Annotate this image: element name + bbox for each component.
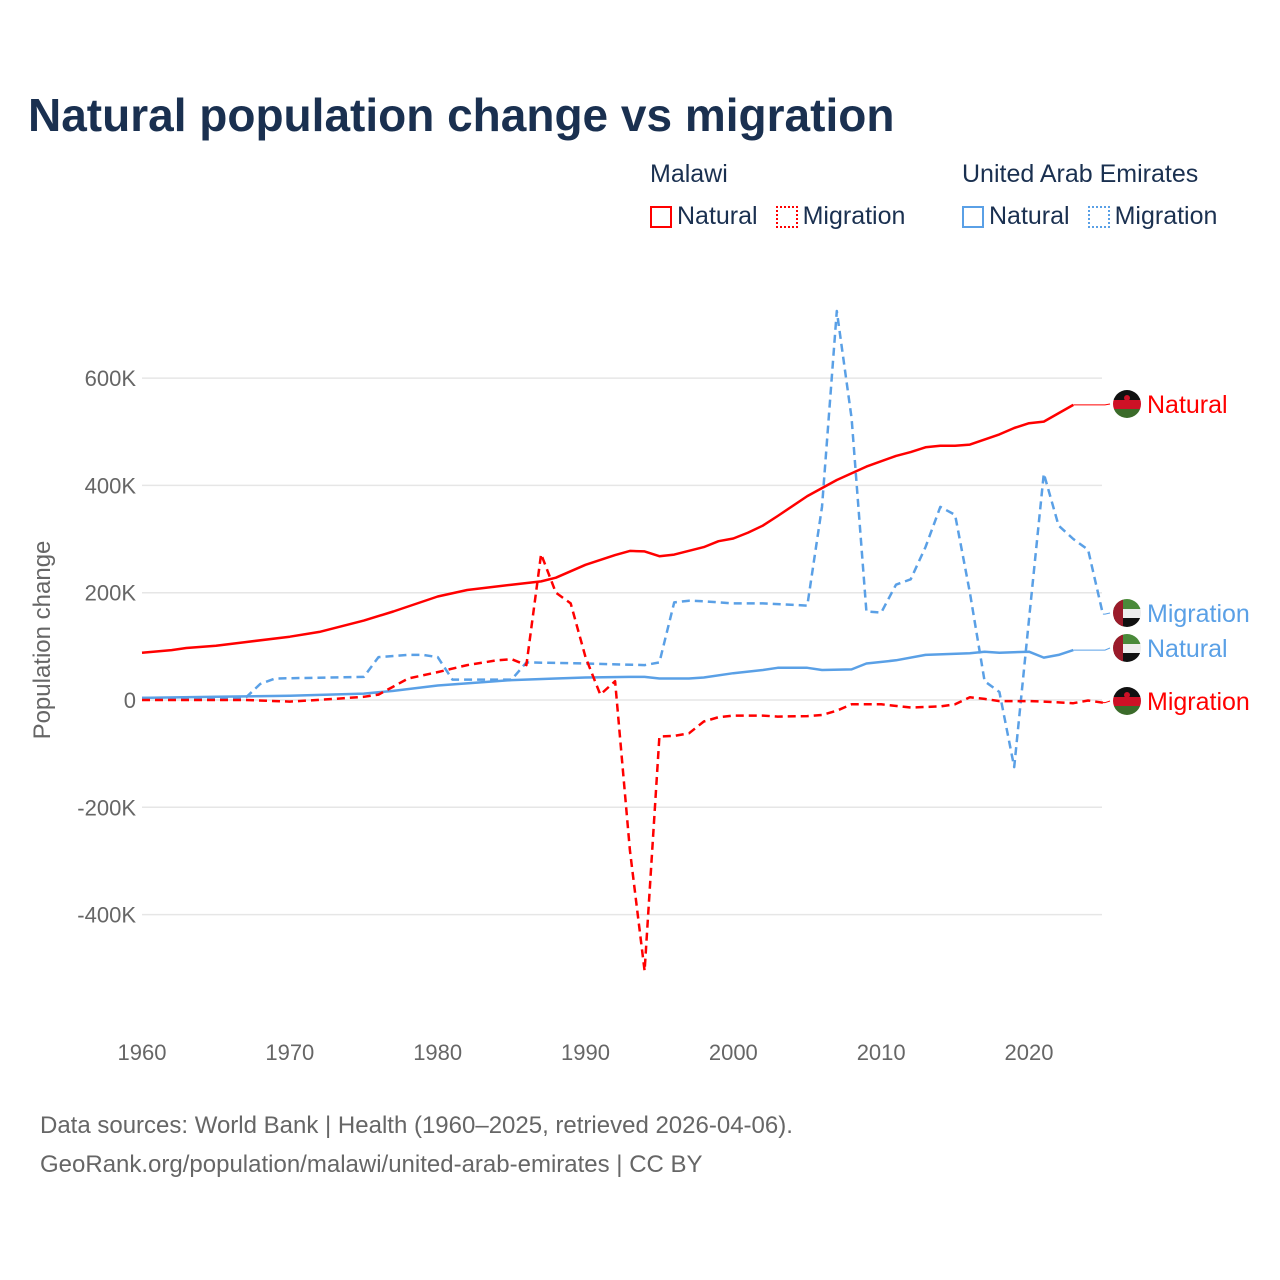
footer: Data sources: World Bank | Health (1960–… [40,1106,793,1184]
flag-stripe [1113,706,1141,715]
flag-stripe [1113,618,1141,627]
attribution-link[interactable]: GeoRank.org/population/malawi/united-ara… [40,1151,703,1178]
legend-item-malawi-migration[interactable]: Migration [775,202,906,231]
flag-clip [1113,390,1141,418]
series-end-label: Natural [1147,635,1228,663]
solid-swatch-icon [962,205,984,228]
dotted-swatch-icon [1087,205,1110,228]
x-tick-label: 1980 [413,1040,462,1065]
flag-bar [1113,599,1123,627]
y-tick-label: 600K [85,366,137,391]
flag-bar [1113,634,1123,662]
label-connector [1102,700,1111,704]
flag-clip [1113,634,1141,662]
flag-clip [1113,687,1141,715]
malawi-flag-icon [1113,390,1141,418]
y-tick-label: -400K [77,903,136,928]
flag-stripe [1113,409,1141,418]
legend-label: Migration [1114,202,1218,230]
flag-sun [1124,692,1130,698]
legend-label: Natural [677,202,758,230]
x-tick-label: 1990 [561,1040,610,1065]
uae-flag-icon [1113,634,1141,662]
flag-clip [1113,599,1141,627]
series-end-label: Migration [1147,688,1250,716]
legend-label: Migration [802,202,906,230]
y-tick-label: 200K [85,581,137,606]
series-line-united-arab-emirates-natural [141,648,1074,700]
data-source-note: Data sources: World Bank | Health (1960–… [40,1112,793,1139]
x-tick-label: 2010 [857,1040,906,1065]
dotted-swatch-icon [775,205,798,228]
legend-group-title: United Arab Emirates [962,160,1199,188]
chart-title: Natural population change vs migration [28,89,895,141]
y-tick-label: -200K [77,795,136,820]
y-tick-label: 0 [124,688,136,713]
legend-group-malawi: Malawi Natural Migration [650,160,905,231]
x-tick-label: 2020 [1005,1040,1054,1065]
series-line-malawi-migration [142,552,1104,973]
legend-group-uae: United Arab Emirates Natural Migration [962,160,1217,231]
solid-swatch-icon [650,205,672,228]
label-connector [1073,403,1111,406]
flag-stripe [1113,634,1141,644]
legend-item-malawi-natural[interactable]: Natural [650,202,758,231]
flag-stripe [1113,400,1141,409]
series-line-united-arab-emirates-migration [142,309,1105,769]
legend-item-uae-natural[interactable]: Natural [962,202,1070,231]
series-end-label: Migration [1147,600,1250,628]
series-end-label: Natural [1147,391,1228,419]
y-axis-label: Population change [29,541,56,740]
x-tick-label: 1960 [118,1040,167,1065]
label-connector [1102,612,1111,615]
flag-stripe [1113,599,1141,609]
flag-stripe [1113,644,1141,653]
flag-sun [1124,395,1130,401]
x-tick-label: 1970 [265,1040,314,1065]
series-line-malawi-natural [141,403,1074,655]
flag-stripe [1113,697,1141,706]
label-connector [1073,647,1111,651]
legend-group-title: Malawi [650,160,728,188]
uae-flag-icon [1113,599,1141,627]
x-tick-label: 2000 [709,1040,758,1065]
flag-stripe [1113,609,1141,618]
legend-label: Natural [989,202,1070,230]
flag-stripe [1113,653,1141,662]
y-tick-label: 400K [85,473,137,498]
legend-item-uae-migration[interactable]: Migration [1087,202,1218,231]
malawi-flag-icon [1113,687,1141,715]
